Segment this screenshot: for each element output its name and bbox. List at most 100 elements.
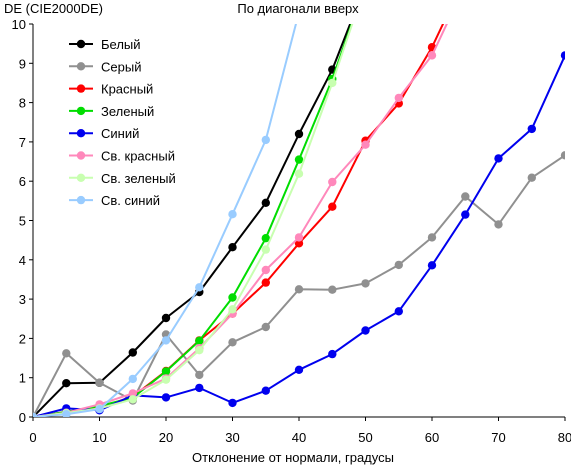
data-point bbox=[228, 293, 237, 302]
data-point bbox=[261, 198, 270, 207]
y-axis-title: DE (CIE2000DE) bbox=[4, 1, 103, 16]
data-point bbox=[328, 202, 337, 211]
data-point bbox=[328, 78, 337, 88]
data-point bbox=[195, 383, 204, 393]
legend-item: Красный bbox=[69, 82, 153, 97]
data-point bbox=[427, 233, 437, 242]
legend-marker bbox=[76, 151, 86, 160]
data-point bbox=[560, 151, 565, 160]
series-3 bbox=[33, 24, 445, 417]
y-tick-label: 9 bbox=[19, 56, 26, 71]
legend-label: Св. красный bbox=[101, 149, 175, 164]
data-point bbox=[461, 210, 470, 219]
y-tick-label: 1 bbox=[19, 371, 26, 386]
data-point bbox=[195, 336, 204, 345]
data-point bbox=[128, 374, 137, 384]
series-6 bbox=[33, 24, 448, 417]
data-point bbox=[62, 410, 71, 417]
data-point bbox=[294, 233, 304, 242]
x-tick-label: 0 bbox=[29, 430, 36, 445]
x-tick-label: 60 bbox=[425, 430, 439, 445]
legend-marker bbox=[76, 195, 86, 205]
data-point bbox=[294, 169, 304, 178]
data-point bbox=[195, 283, 204, 292]
data-point bbox=[560, 51, 565, 60]
series-2 bbox=[33, 151, 565, 417]
data-point bbox=[228, 305, 237, 314]
series-line bbox=[33, 24, 445, 417]
data-point bbox=[128, 348, 137, 357]
data-point bbox=[394, 93, 403, 103]
data-point bbox=[427, 261, 437, 270]
legend-label: Св. зеленый bbox=[101, 171, 176, 186]
legend-marker bbox=[76, 39, 86, 49]
data-point bbox=[228, 243, 237, 252]
data-point bbox=[294, 365, 304, 374]
data-point bbox=[228, 398, 237, 408]
y-tick-label: 10 bbox=[12, 17, 26, 32]
data-point bbox=[161, 367, 171, 376]
y-tick-label: 4 bbox=[19, 253, 26, 268]
data-point bbox=[361, 279, 370, 288]
data-point bbox=[328, 177, 337, 187]
legend-marker bbox=[76, 173, 86, 182]
data-point bbox=[261, 245, 270, 254]
y-tick-label: 8 bbox=[19, 96, 26, 111]
axes: 0 1 2 3 4 5 6 7 8 9 10 0 10 20 30 40 50 60 70 80 bbox=[12, 17, 571, 445]
y-tick-label: 5 bbox=[19, 214, 26, 229]
series-line bbox=[33, 24, 448, 417]
data-point bbox=[261, 234, 270, 243]
legend-label: Св. синий bbox=[101, 193, 160, 208]
y-tick-label: 6 bbox=[19, 174, 26, 189]
data-point bbox=[195, 346, 204, 355]
data-point bbox=[361, 140, 370, 149]
legend: Белый Серый Красный Зеленый Синий Св. красный… bbox=[69, 37, 176, 208]
data-point bbox=[494, 154, 503, 163]
legend-item: Серый bbox=[69, 59, 141, 74]
data-point bbox=[95, 378, 104, 387]
data-point bbox=[161, 375, 171, 384]
data-point bbox=[294, 285, 304, 294]
legend-marker bbox=[76, 129, 86, 138]
data-point bbox=[294, 129, 304, 139]
legend-item: Св. красный bbox=[69, 149, 175, 164]
data-point bbox=[427, 51, 437, 60]
x-tick-label: 80 bbox=[558, 430, 571, 445]
y-tick-label: 0 bbox=[19, 410, 26, 425]
legend-label: Серый bbox=[101, 59, 141, 74]
data-point bbox=[161, 336, 171, 345]
data-point bbox=[161, 393, 171, 402]
legend-item: Синий bbox=[69, 126, 139, 141]
series-line bbox=[33, 24, 297, 417]
y-tick-label: 3 bbox=[19, 292, 26, 307]
data-point bbox=[527, 124, 536, 134]
data-point bbox=[62, 349, 71, 358]
data-point bbox=[294, 239, 304, 248]
data-point bbox=[461, 192, 470, 201]
data-point bbox=[161, 313, 171, 323]
data-point bbox=[128, 395, 137, 404]
legend-marker bbox=[76, 62, 86, 71]
legend-item: Белый bbox=[69, 37, 141, 52]
data-point bbox=[494, 220, 503, 229]
data-point bbox=[294, 155, 304, 164]
x-tick-label: 40 bbox=[292, 430, 306, 445]
legend-label: Красный bbox=[101, 82, 153, 97]
x-tick-label: 30 bbox=[225, 430, 239, 445]
data-point bbox=[261, 322, 270, 332]
data-point bbox=[394, 307, 403, 316]
data-point bbox=[527, 173, 536, 182]
data-point bbox=[228, 210, 237, 219]
y-tick-label: 2 bbox=[19, 331, 26, 346]
legend-item: Св. синий bbox=[69, 193, 160, 208]
x-tick-label: 20 bbox=[159, 430, 173, 445]
data-point bbox=[261, 386, 270, 395]
data-point bbox=[394, 260, 403, 270]
data-point bbox=[261, 265, 270, 275]
data-point bbox=[33, 412, 38, 417]
data-point bbox=[361, 326, 370, 335]
legend-item: Зеленый bbox=[69, 104, 154, 119]
data-point bbox=[261, 135, 270, 145]
data-point bbox=[228, 338, 237, 347]
